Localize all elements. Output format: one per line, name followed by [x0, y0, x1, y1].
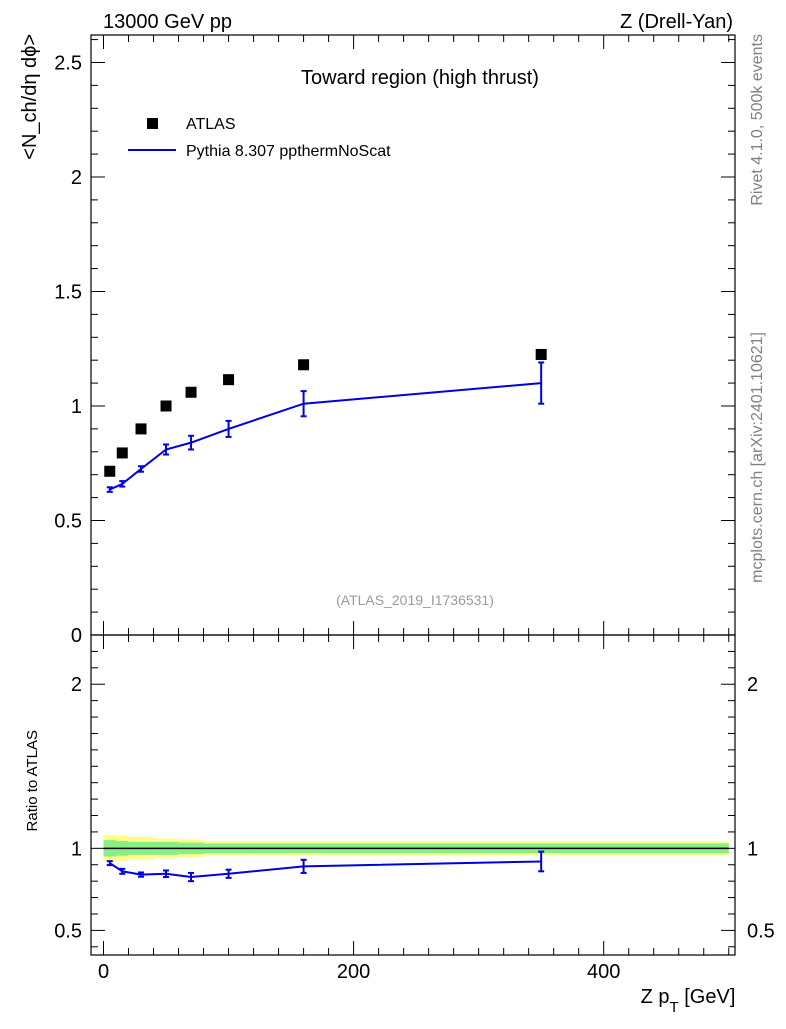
rivet-version-text: Rivet 4.1.0, 500k events: [749, 34, 766, 206]
ratio-y-tick-label-left: 2: [71, 674, 82, 696]
main-y-tick-label: 0.5: [54, 510, 82, 532]
main-panel: Toward region (high thrust) <N_ch/dη dϕ>…: [19, 34, 736, 647]
ratio-y-tick-label-right: 0.5: [747, 920, 775, 942]
analysis-id-label: (ATLAS_2019_I1736531): [336, 592, 494, 608]
legend-atlas-label: ATLAS: [186, 116, 236, 133]
main-data-marks: [104, 348, 547, 493]
ratio-y-tick-label-left: 0.5: [54, 920, 82, 942]
main-y-tick-label: 1.5: [54, 281, 82, 303]
mcplots-text: mcplots.cern.ch [arXiv:2401.10621]: [749, 332, 766, 583]
main-y-tick-label: 2.5: [54, 52, 82, 74]
header-left: 13000 GeV pp: [103, 11, 232, 33]
ratio-y-tick-label-right: 2: [747, 674, 758, 696]
header-right: Z (Drell-Yan): [620, 11, 733, 33]
atlas-data-point: [535, 348, 547, 360]
x-tick-label: 0: [98, 961, 109, 983]
ratio-pythia-line: [109, 860, 542, 879]
ratio-y-axis-label: Ratio to ATLAS: [24, 730, 41, 831]
pythia-line: [109, 382, 542, 491]
ratio-uncertainty-bands: [103, 835, 729, 862]
main-y-tick-label: 1: [71, 396, 82, 418]
atlas-data-point: [298, 359, 310, 371]
ratio-y-tick-label-right: 1: [747, 838, 758, 860]
main-y-tick-label: 0: [71, 625, 82, 647]
ratio-panel: Ratio to ATLAS Z pT [GeV] 0.5 0.5 1 1 2 2 0 200…: [24, 634, 775, 1016]
legend: ATLAS Pythia 8.307 ppthermNoScat: [128, 116, 391, 160]
x-tick-label: 400: [587, 961, 620, 983]
main-y-tick-label: 2: [71, 167, 82, 189]
atlas-data-point: [135, 423, 147, 435]
legend-atlas-marker: [147, 118, 158, 129]
ratio-axis-ticks: 0.5 0.5 1 1 2 2 0 200 400: [54, 635, 775, 983]
ratio-data-marks: [106, 850, 545, 883]
ratio-plot-frame: [90, 634, 736, 956]
main-y-axis-label: <N_ch/dη dϕ>: [19, 34, 41, 160]
atlas-data-point: [160, 400, 172, 412]
atlas-data-point: [104, 465, 116, 477]
atlas-data-point: [116, 447, 128, 459]
chart-title: Toward region (high thrust): [301, 67, 539, 89]
ratio-y-tick-label-left: 1: [71, 838, 82, 860]
x-axis-label: Z pT [GeV]: [641, 986, 736, 1016]
atlas-data-point: [223, 374, 235, 386]
legend-pythia-label: Pythia 8.307 ppthermNoScat: [186, 143, 391, 160]
main-axis-ticks: 0 0.5 1 1.5 2 2.5: [54, 35, 735, 647]
atlas-data-point: [185, 386, 197, 398]
x-tick-label: 200: [337, 961, 370, 983]
